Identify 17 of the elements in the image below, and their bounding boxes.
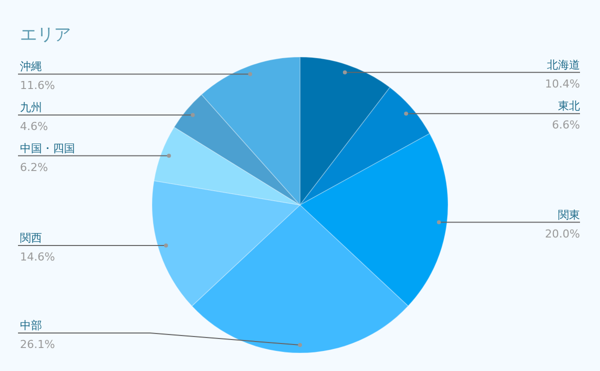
slice-label: 中部 xyxy=(20,319,42,332)
slice-label: 関東 xyxy=(558,208,580,222)
data-label: 14.6% xyxy=(20,250,55,264)
data-label: 11.6% xyxy=(20,79,55,92)
data-label: 26.1% xyxy=(20,338,55,351)
slice-label: 東北 xyxy=(558,100,580,113)
slice-label: 九州 xyxy=(20,100,42,114)
chart-title: エリア xyxy=(20,25,71,45)
data-label: 6.2% xyxy=(20,160,48,174)
data-label: 10.4% xyxy=(545,77,580,90)
slice-label: 関西 xyxy=(20,231,42,244)
data-label: 20.0% xyxy=(545,227,580,240)
slice-label: 中国・四国 xyxy=(20,142,75,155)
slice-label: 北海道 xyxy=(547,58,580,72)
data-label: 6.6% xyxy=(552,118,580,132)
data-label: 4.6% xyxy=(20,120,48,133)
slice-label: 沖縄 xyxy=(20,60,42,74)
